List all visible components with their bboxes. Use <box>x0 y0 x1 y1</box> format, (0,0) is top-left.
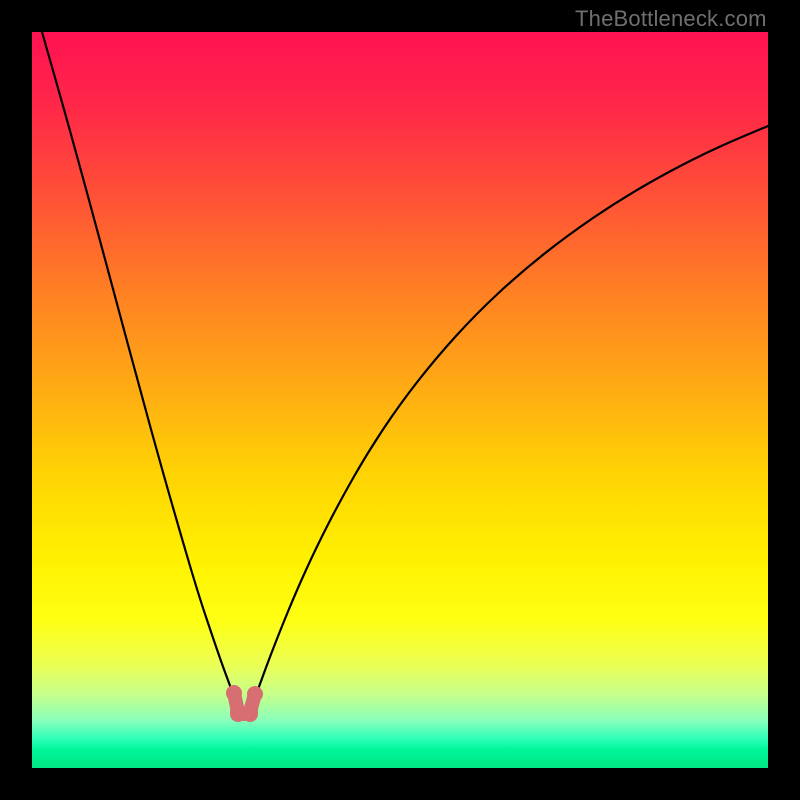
watermark-text: TheBottleneck.com <box>575 6 767 32</box>
chart-svg <box>0 0 800 800</box>
chart-plot-area <box>0 0 800 800</box>
